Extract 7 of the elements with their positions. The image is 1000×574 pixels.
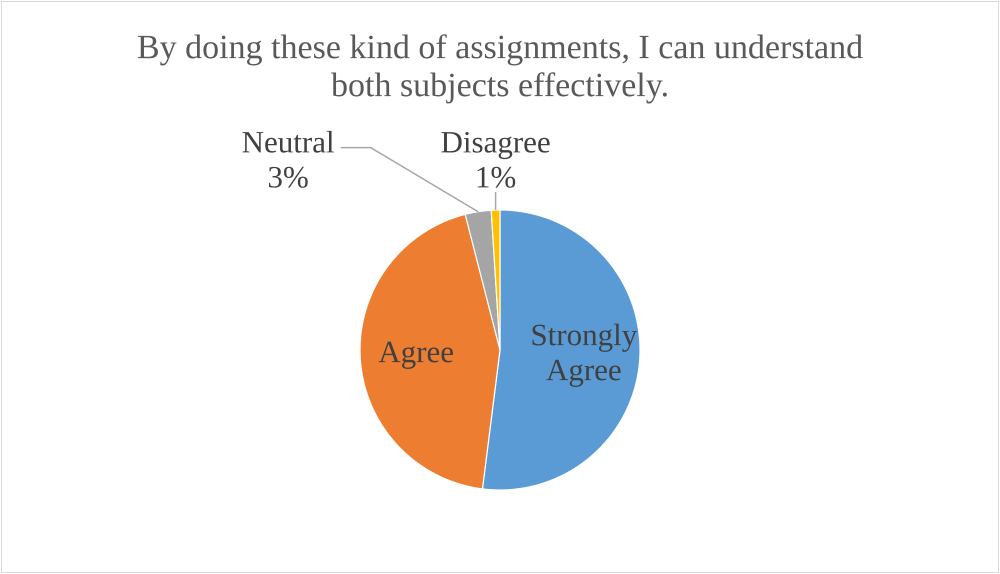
slice-label: Disagree bbox=[441, 132, 550, 160]
slice-label: Strongly Agree bbox=[532, 324, 638, 387]
data-label: 1% bbox=[478, 166, 516, 188]
chart-title: By doing these kind of assignments, I can understand both subjects effectively. bbox=[138, 34, 863, 104]
data-label: 3% bbox=[268, 166, 308, 188]
slice-label: Neutral bbox=[242, 130, 334, 153]
slice-label: Agree bbox=[378, 342, 453, 369]
